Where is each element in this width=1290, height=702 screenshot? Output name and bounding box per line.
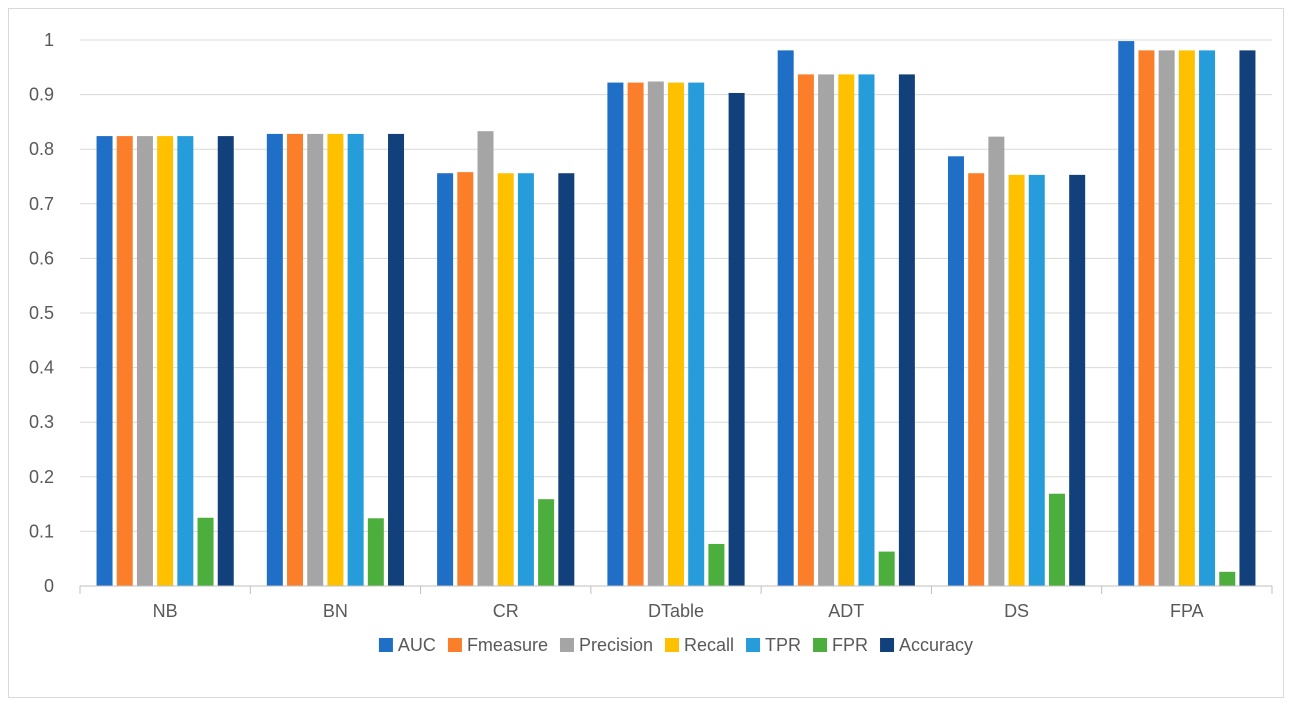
bar-precision-dtable bbox=[647, 81, 664, 586]
bar-precision-cr bbox=[477, 131, 494, 586]
bar-fmeasure-fpa bbox=[1138, 50, 1155, 586]
bar-tpr-dtable bbox=[688, 82, 705, 586]
bar-recall-ds bbox=[1008, 174, 1025, 586]
bar-accuracy-nb bbox=[217, 136, 234, 586]
bar-auc-fpa bbox=[1118, 41, 1135, 587]
bar-tpr-bn bbox=[347, 133, 364, 587]
y-tick-label: 0.8 bbox=[29, 139, 54, 159]
bar-accuracy-fpa bbox=[1239, 50, 1256, 586]
bar-fpr-fpa bbox=[1219, 571, 1236, 586]
x-tick-label: CR bbox=[493, 601, 519, 621]
bar-precision-nb bbox=[136, 136, 153, 586]
bar-recall-dtable bbox=[668, 82, 684, 586]
bars bbox=[96, 41, 1256, 587]
bar-fpr-dtable bbox=[708, 543, 725, 586]
y-tick-label: 0.6 bbox=[29, 248, 54, 268]
legend-swatch-precision bbox=[559, 638, 574, 652]
bar-chart: 0 0.1 0.2 0.3 0.4 0.5 0.6 0.7 0.8 0.9 1 NB BN CR DTabl… bbox=[29, 30, 1273, 655]
legend-swatch-accuracy bbox=[880, 638, 895, 652]
bar-tpr-nb bbox=[177, 136, 194, 586]
y-tick-label: 0.7 bbox=[29, 194, 54, 214]
bar-recall-adt bbox=[838, 74, 855, 586]
bar-precision-fpa bbox=[1158, 50, 1175, 586]
legend-swatch-fmeasure bbox=[447, 638, 462, 652]
bar-recall-cr bbox=[497, 173, 514, 586]
x-tick-label: DS bbox=[1004, 601, 1029, 621]
y-tick-label: 0 bbox=[44, 576, 54, 596]
y-tick-label: 0.3 bbox=[29, 412, 54, 432]
bar-precision-adt bbox=[818, 74, 835, 586]
bar-fmeasure-adt bbox=[797, 74, 814, 586]
bar-tpr-ds bbox=[1028, 174, 1045, 586]
x-tick-label: ADT bbox=[828, 601, 864, 621]
bar-tpr-adt bbox=[858, 74, 875, 586]
bar-auc-nb bbox=[96, 136, 113, 586]
legend: AUC Fmeasure Precision Recall TPR FPR Accuracy bbox=[378, 635, 973, 655]
bar-auc-cr bbox=[437, 173, 454, 586]
bar-fpr-bn bbox=[367, 518, 384, 586]
bar-auc-adt bbox=[777, 50, 794, 586]
bar-recall-fpa bbox=[1178, 50, 1195, 586]
bar-fmeasure-nb bbox=[116, 136, 133, 586]
bar-accuracy-dtable bbox=[728, 92, 745, 586]
bar-accuracy-ds bbox=[1069, 174, 1086, 586]
legend-label-auc: AUC bbox=[398, 635, 436, 655]
y-tick-label: 1 bbox=[44, 30, 54, 50]
bar-accuracy-bn bbox=[388, 133, 405, 587]
y-tick-label: 0.1 bbox=[29, 521, 54, 541]
bar-auc-bn bbox=[266, 133, 283, 587]
x-tick-label: FPA bbox=[1170, 601, 1204, 621]
bar-fmeasure-ds bbox=[968, 173, 985, 586]
bar-accuracy-cr bbox=[558, 173, 575, 586]
legend-label-precision: Precision bbox=[579, 635, 653, 655]
legend-label-fmeasure: Fmeasure bbox=[467, 635, 548, 655]
legend-swatch-auc bbox=[378, 638, 393, 652]
bar-fpr-cr bbox=[538, 499, 555, 586]
legend-label-fpr: FPR bbox=[832, 635, 868, 655]
bar-fmeasure-dtable bbox=[627, 82, 644, 586]
bar-precision-bn bbox=[307, 133, 324, 587]
legend-label-tpr: TPR bbox=[765, 635, 801, 655]
x-tick-label: NB bbox=[153, 601, 178, 621]
y-tick-label: 0.5 bbox=[29, 303, 54, 323]
x-tick-label: BN bbox=[323, 601, 348, 621]
y-tick-label: 0.2 bbox=[29, 467, 54, 487]
bar-fpr-nb bbox=[197, 517, 214, 586]
legend-swatch-recall bbox=[665, 638, 680, 652]
bar-tpr-cr bbox=[517, 173, 534, 586]
bar-fpr-ds bbox=[1048, 493, 1065, 586]
bar-fmeasure-cr bbox=[457, 172, 474, 586]
y-tick-label: 0.9 bbox=[29, 85, 54, 105]
axes: 0 0.1 0.2 0.3 0.4 0.5 0.6 0.7 0.8 0.9 1 NB BN CR DTabl… bbox=[29, 30, 1273, 621]
bar-auc-ds bbox=[947, 156, 964, 586]
legend-label-accuracy: Accuracy bbox=[899, 635, 973, 655]
legend-label-recall: Recall bbox=[684, 635, 734, 655]
bar-recall-bn bbox=[327, 133, 344, 587]
bar-tpr-fpa bbox=[1199, 50, 1216, 586]
bar-fmeasure-bn bbox=[287, 133, 304, 587]
bar-accuracy-adt bbox=[898, 74, 915, 586]
chart-container: 0 0.1 0.2 0.3 0.4 0.5 0.6 0.7 0.8 0.9 1 NB BN CR DTabl… bbox=[8, 8, 1284, 698]
bar-fpr-adt bbox=[878, 551, 895, 586]
legend-swatch-tpr bbox=[746, 638, 761, 652]
bar-precision-ds bbox=[988, 136, 1005, 586]
bar-recall-nb bbox=[157, 136, 174, 586]
bar-auc-dtable bbox=[607, 82, 624, 586]
y-tick-label: 0.4 bbox=[29, 358, 54, 378]
x-tick-label: DTable bbox=[648, 601, 704, 621]
legend-swatch-fpr bbox=[813, 638, 828, 652]
